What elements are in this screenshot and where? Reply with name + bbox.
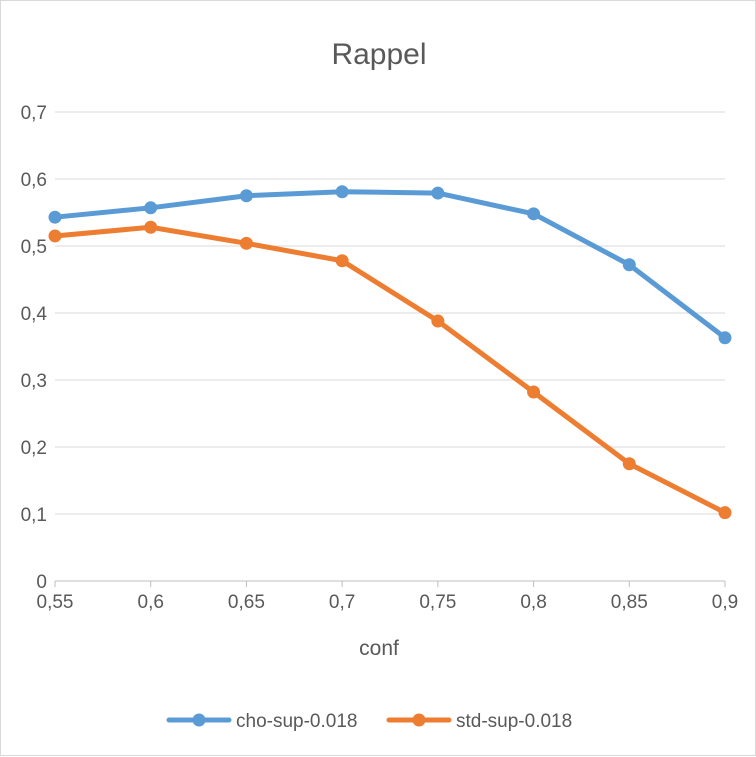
series-line — [52, 189, 728, 341]
y-tick-label: 0,3 — [21, 371, 47, 392]
legend-label: cho-sup-0.018 — [236, 711, 357, 732]
data-point — [239, 236, 253, 250]
y-tick-label: 0,4 — [21, 304, 48, 325]
series-2 — [48, 220, 732, 520]
data-point — [431, 186, 445, 200]
data-point — [335, 254, 349, 268]
series-1 — [48, 185, 732, 345]
data-point — [239, 189, 253, 203]
data-point — [527, 385, 541, 399]
x-tick-label: 0,9 — [712, 592, 738, 613]
legend-swatch-marker — [412, 713, 426, 727]
data-point — [431, 314, 445, 328]
y-tick-label: 0,7 — [21, 103, 47, 124]
data-point — [48, 229, 62, 243]
data-point — [144, 220, 158, 234]
y-tick-label: 0,6 — [21, 170, 47, 191]
x-tick-label: 0,6 — [138, 592, 164, 613]
legend-item: std-sup-0.018 — [386, 711, 572, 732]
x-tick-label: 0,65 — [228, 592, 265, 613]
x-tick-label: 0,85 — [611, 592, 648, 613]
x-tick-label: 0,8 — [520, 592, 546, 613]
data-point — [144, 201, 158, 215]
legend-swatch-marker — [192, 713, 206, 727]
x-tick-label: 0,7 — [329, 592, 355, 613]
data-point — [335, 185, 349, 199]
legend-label: std-sup-0.018 — [456, 711, 572, 732]
y-tick-label: 0,1 — [21, 505, 47, 526]
data-point — [48, 210, 62, 224]
legend-item: cho-sup-0.018 — [166, 711, 357, 732]
x-tick-label: 0,55 — [37, 592, 74, 613]
chart-title: Rappel — [331, 38, 426, 71]
data-point — [622, 258, 636, 272]
series-line — [52, 224, 728, 516]
x-tick-label: 0,75 — [419, 592, 456, 613]
y-tick-label: 0,2 — [21, 438, 47, 459]
data-point — [622, 457, 636, 471]
x-axis-title: conf — [359, 637, 399, 660]
data-point — [718, 331, 732, 345]
y-tick-label: 0 — [36, 572, 47, 593]
data-point — [718, 506, 732, 520]
data-point — [527, 207, 541, 221]
y-tick-label: 0,5 — [21, 237, 47, 258]
